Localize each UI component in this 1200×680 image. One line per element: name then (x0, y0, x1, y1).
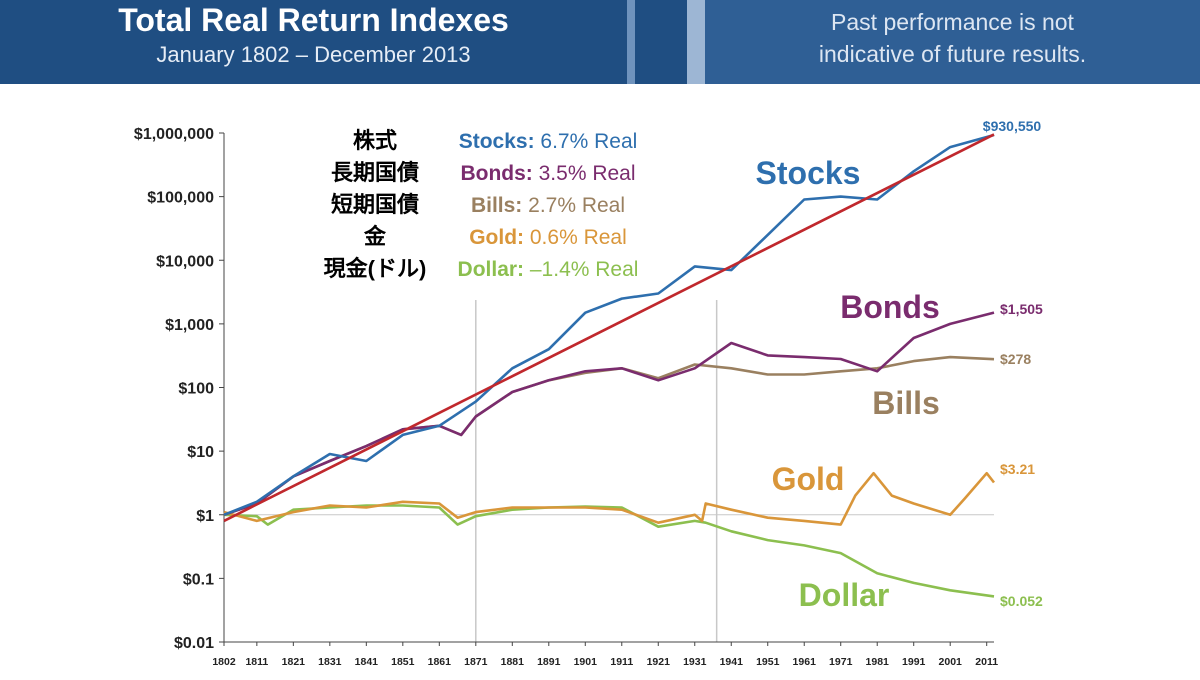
x-tick-label: 1941 (720, 656, 744, 668)
series-layer (223, 133, 996, 598)
x-tick-label: 1901 (574, 656, 598, 668)
series-end-label-gold: $3.21 (1000, 461, 1035, 477)
legend-entry: Gold: 0.6% Real (469, 226, 627, 249)
legend-layer: 株式 Stocks: 6.7% Real 長期国債 Bonds: 3.5% Real 短… (324, 128, 639, 281)
y-tick-label: $0.1 (183, 571, 214, 588)
series-name-label-dollar: Dollar (799, 577, 890, 613)
x-tick-label: 1871 (464, 656, 488, 668)
series-name-label-gold: Gold (772, 461, 845, 497)
labels-layer: $930,550 $1,505 $278 $3.21 $0.052 Stocks Bonds… (756, 118, 1044, 613)
header-accent-strip (635, 0, 687, 84)
returns-chart: $1,000,000 $100,000 $10,000 $1,000 $100 $10 $1… (134, 118, 1044, 668)
series-end-label-dollar: $0.052 (1000, 593, 1043, 609)
legend-entry-name: Gold: (469, 226, 530, 249)
header-disclaimer-panel (705, 0, 1200, 84)
x-tick-label: 1841 (355, 656, 379, 668)
x-tick-label: 2001 (939, 656, 963, 668)
x-tick-label: 1991 (902, 656, 926, 668)
legend-jp-label: 株式 (353, 128, 397, 153)
x-tick-label: 1911 (610, 656, 633, 668)
x-tick-label: 1831 (318, 656, 342, 668)
legend-entry-name: Stocks: (459, 130, 541, 153)
y-tick-label: $100 (178, 381, 214, 398)
x-tick-label: 1921 (647, 656, 671, 668)
x-tick-label: 1951 (756, 656, 780, 668)
series-line-bonds (223, 311, 995, 517)
header-title-panel (0, 0, 627, 84)
legend-entry-value: 3.5% Real (539, 162, 636, 185)
x-tick-label: 1961 (793, 656, 817, 668)
x-tick-label: 1821 (282, 656, 306, 668)
series-line-bills (223, 355, 995, 517)
series-line-gold (223, 471, 996, 526)
series-name-label-stocks: Stocks (756, 155, 861, 191)
legend-entry: Bonds: 3.5% Real (460, 162, 635, 185)
legend-entry-value: 0.6% Real (530, 226, 627, 249)
header-accent-strip (627, 0, 635, 84)
x-tick-label: 1881 (501, 656, 525, 668)
legend-jp-label: 長期国債 (331, 160, 419, 185)
x-tick-label: 1811 (245, 656, 268, 668)
legend-jp-label: 短期国債 (331, 192, 419, 217)
stocks-trend-line (223, 133, 995, 523)
disclaimer-line-1: Past performance is not (831, 9, 1074, 35)
header-accent-strip (687, 0, 705, 84)
x-tick-label: 1802 (212, 656, 236, 668)
legend-jp-label: 現金(ドル) (324, 256, 427, 281)
legend-entry: Bills: 2.7% Real (471, 194, 625, 217)
series-end-label-bills: $278 (1000, 351, 1031, 367)
x-tick-label: 1851 (391, 656, 415, 668)
legend-entry-value: 6.7% Real (540, 130, 637, 153)
y-tick-label: $1 (196, 508, 214, 525)
legend-entry-name: Bills: (471, 194, 528, 217)
legend-entry-value: –1.4% Real (530, 258, 639, 281)
chart-title: Total Real Return Indexes (118, 2, 509, 38)
y-tick-label: $1,000 (165, 317, 214, 334)
x-tick-label: 1971 (829, 656, 853, 668)
chart-subtitle: January 1802 – December 2013 (156, 42, 471, 67)
legend-entry-name: Dollar: (458, 258, 530, 281)
y-tick-label: $100,000 (147, 190, 214, 207)
series-end-label-stocks: $930,550 (983, 118, 1042, 134)
legend-jp-label: 金 (363, 224, 387, 249)
series-end-label-bonds: $1,505 (1000, 301, 1043, 317)
legend-entry: Dollar: –1.4% Real (458, 258, 639, 281)
grid-layer (224, 300, 994, 642)
y-tick-label: $10 (187, 444, 214, 461)
series-name-label-bonds: Bonds (840, 289, 940, 325)
disclaimer-line-2: indicative of future results. (818, 41, 1087, 67)
y-tick-label: $0.01 (174, 635, 214, 652)
x-tick-label: 1861 (428, 656, 452, 668)
legend-entry: Stocks: 6.7% Real (459, 130, 638, 153)
x-tick-label: 1891 (537, 656, 561, 668)
y-tick-label: $1,000,000 (134, 126, 214, 143)
disclaimer-text: Past performance is not indicative of fu… (705, 6, 1200, 70)
legend-entry-name: Bonds: (460, 162, 538, 185)
axes-layer: $1,000,000 $100,000 $10,000 $1,000 $100 $10 $1… (134, 126, 998, 668)
x-tick-label: 1981 (866, 656, 890, 668)
x-tick-label: 2011 (975, 656, 998, 668)
x-tick-label: 1931 (683, 656, 707, 668)
y-tick-label: $10,000 (156, 253, 214, 270)
legend-entry-value: 2.7% Real (528, 194, 625, 217)
series-name-label-bills: Bills (872, 385, 940, 421)
